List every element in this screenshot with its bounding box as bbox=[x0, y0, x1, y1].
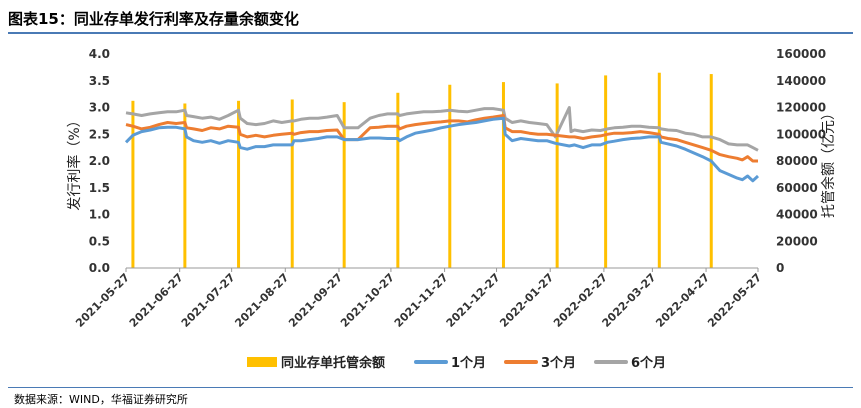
left-tick-label: 4.0 bbox=[89, 47, 110, 61]
legend-label-series-1: 3个月 bbox=[541, 355, 576, 371]
x-tick-label: 2022-05-27 bbox=[705, 271, 764, 330]
balance-bar-9 bbox=[604, 75, 608, 269]
left-tick-label: 0.5 bbox=[89, 234, 110, 248]
balance-bar-5 bbox=[396, 92, 400, 268]
right-tick-label: 100000 bbox=[776, 127, 826, 141]
x-tick-label: 2021-09-27 bbox=[286, 271, 345, 330]
x-tick-label: 2021-10-27 bbox=[338, 271, 397, 330]
balance-bar-10 bbox=[657, 72, 661, 268]
balance-bar-11 bbox=[709, 74, 713, 268]
series-line-2 bbox=[125, 106, 759, 152]
balance-bar-4 bbox=[342, 102, 346, 269]
right-tick-label: 160000 bbox=[776, 47, 826, 61]
x-tick-label: 2021-08-27 bbox=[232, 271, 291, 330]
legend-label-series-0: 1个月 bbox=[451, 355, 486, 371]
x-tick-label: 2021-06-27 bbox=[127, 271, 186, 330]
legend-label-series-2: 6个月 bbox=[631, 355, 666, 371]
right-tick-label: 80000 bbox=[776, 154, 818, 168]
balance-bar-0 bbox=[131, 100, 135, 268]
right-tick-label: 20000 bbox=[776, 234, 818, 248]
balance-bar-8 bbox=[555, 83, 559, 268]
right-tick-label: 140000 bbox=[776, 74, 826, 88]
left-tick-label: 2.5 bbox=[89, 127, 110, 141]
balance-bar-3 bbox=[290, 99, 294, 268]
x-tick-label: 2021-11-27 bbox=[392, 271, 451, 330]
title-divider bbox=[8, 32, 853, 34]
right-y-axis-ticks: 0 20000 40000 60000 80000 100000 120000 140000 1… bbox=[776, 47, 826, 275]
rate-lines bbox=[124, 106, 760, 183]
source-note: 数据来源：WIND，华福证券研究所 bbox=[14, 393, 188, 406]
series-line-0 bbox=[124, 116, 760, 183]
left-y-axis-ticks: 0.0 0.5 1.0 1.5 2.0 2.5 3.0 3.5 4.0 bbox=[89, 47, 110, 275]
left-tick-label: 0.0 bbox=[89, 261, 110, 275]
balance-bars bbox=[131, 72, 713, 269]
legend-label-balance: 同业存单托管余额 bbox=[281, 355, 385, 371]
x-tick-label: 2021-05-27 bbox=[73, 271, 132, 330]
left-tick-label: 2.0 bbox=[89, 154, 110, 168]
right-tick-label: 0 bbox=[776, 261, 784, 275]
balance-bar-1 bbox=[183, 103, 187, 268]
left-tick-label: 1.5 bbox=[89, 181, 110, 195]
x-axis-ticks: 2021-05-272021-06-272021-07-272021-08-27… bbox=[73, 268, 764, 330]
series-line-1 bbox=[125, 114, 758, 163]
right-tick-label: 120000 bbox=[776, 101, 826, 115]
right-tick-label: 40000 bbox=[776, 208, 818, 222]
left-tick-label: 3.0 bbox=[89, 101, 110, 115]
x-tick-label: 2022-04-27 bbox=[653, 271, 712, 330]
left-tick-label: 1.0 bbox=[89, 208, 110, 222]
left-tick-label: 3.5 bbox=[89, 74, 110, 88]
balance-bar-7 bbox=[501, 82, 505, 269]
legend-swatch-balance bbox=[247, 357, 277, 367]
right-axis-title: 托管余额（亿元） bbox=[820, 106, 837, 218]
x-tick-label: 2021-07-27 bbox=[179, 271, 238, 330]
right-tick-label: 60000 bbox=[776, 181, 818, 195]
x-tick-label: 2022-01-27 bbox=[497, 271, 556, 330]
balance-bar-6 bbox=[448, 84, 452, 268]
left-axis-title: 发行利率（%） bbox=[66, 113, 83, 210]
x-tick-label: 2021-12-27 bbox=[444, 271, 503, 330]
source-divider bbox=[8, 387, 853, 388]
legend: 同业存单托管余额 1个月 3个月 6个月 bbox=[247, 355, 666, 371]
figure-title: 图表15：同业存单发行利率及存量余额变化 bbox=[8, 10, 299, 28]
balance-bar-2 bbox=[237, 100, 241, 268]
